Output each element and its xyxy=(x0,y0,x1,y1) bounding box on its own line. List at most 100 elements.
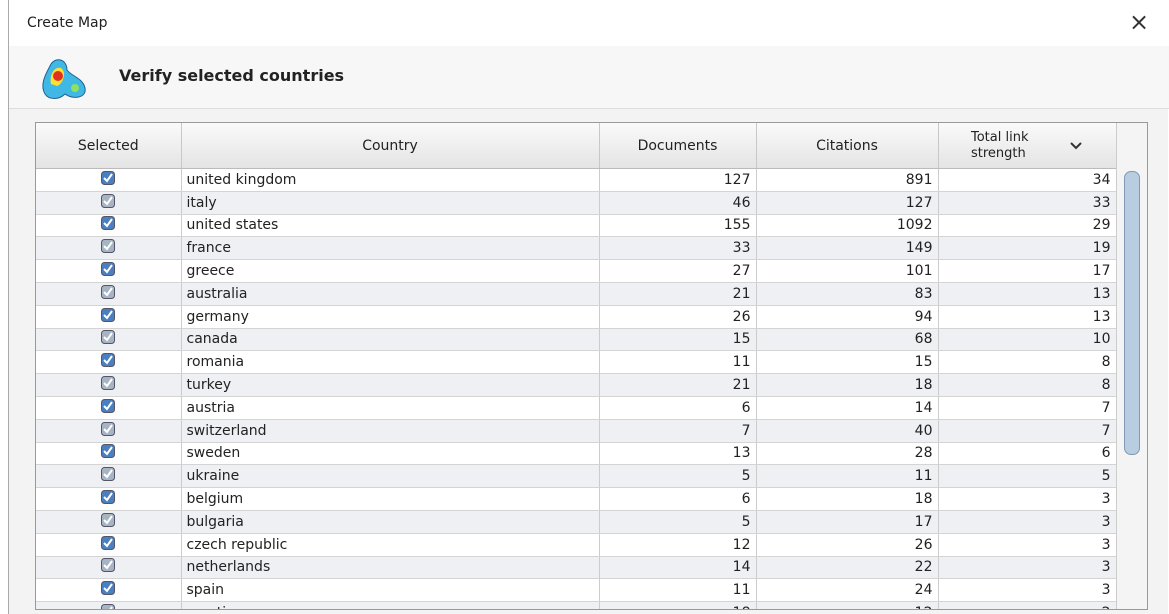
row: australia 21 83 13 xyxy=(36,282,1117,306)
checkbox[interactable] xyxy=(101,216,116,231)
country: bulgaria xyxy=(181,510,600,534)
close-button[interactable]: × xyxy=(1129,8,1150,36)
citations: 26 xyxy=(756,533,939,557)
total-link-strength: 3 xyxy=(938,556,1117,580)
checkbox[interactable] xyxy=(101,307,116,322)
country: czech republic xyxy=(181,533,600,557)
documents: 12 xyxy=(599,533,757,557)
checkbox[interactable] xyxy=(101,467,116,482)
icon xyxy=(42,59,86,99)
citations: 83 xyxy=(756,282,939,306)
window-title: Create Map xyxy=(27,15,108,31)
row: united kingdom 127 891 34 xyxy=(36,168,1117,192)
checkbox[interactable] xyxy=(101,421,116,436)
citations: 17 xyxy=(756,510,939,534)
total-link-strength: 19 xyxy=(938,236,1117,261)
total-link-strength: 3 xyxy=(938,533,1117,557)
documents: 33 xyxy=(599,236,757,261)
selected-cell xyxy=(36,236,182,261)
total-link-strength: 5 xyxy=(938,464,1117,489)
total-link-strength: 17 xyxy=(938,259,1117,283)
checkbox[interactable] xyxy=(101,604,116,610)
citations: 11 xyxy=(756,464,939,489)
country: canada xyxy=(181,328,600,352)
documents: 11 xyxy=(599,578,757,603)
citations: 127 xyxy=(756,191,939,215)
checkbox[interactable] xyxy=(101,490,116,505)
country: belgium xyxy=(181,487,600,511)
total-link-strength: 3 xyxy=(938,487,1117,511)
checkbox[interactable] xyxy=(101,398,116,413)
selected-cell xyxy=(36,305,182,329)
checkbox[interactable] xyxy=(101,239,116,254)
citations: 1092 xyxy=(756,214,939,238)
country: australia xyxy=(181,282,600,306)
country: switzerland xyxy=(181,419,600,443)
selected-cell xyxy=(36,191,182,215)
country: austria xyxy=(181,396,600,420)
column-header[interactable]: Total link strength xyxy=(938,123,1117,169)
checkbox[interactable] xyxy=(101,558,116,573)
checkbox[interactable] xyxy=(101,193,116,208)
documents: 13 xyxy=(599,442,757,466)
citations: 24 xyxy=(756,578,939,603)
total-link-strength: 10 xyxy=(938,328,1117,352)
row: turkey 21 18 8 xyxy=(36,373,1117,397)
row: switzerland 7 40 7 xyxy=(36,419,1117,443)
row: belgium 6 18 3 xyxy=(36,487,1117,511)
citations: 40 xyxy=(756,419,939,443)
selected-cell xyxy=(36,487,182,511)
total-link-strength: 8 xyxy=(938,350,1117,375)
total-link-strength: 8 xyxy=(938,373,1117,397)
documents: 7 xyxy=(599,419,757,443)
documents: 14 xyxy=(599,556,757,580)
checkbox[interactable] xyxy=(101,330,116,345)
column-header: Selected xyxy=(36,123,182,169)
selected-cell xyxy=(36,259,182,283)
documents: 127 xyxy=(599,168,757,192)
selected-cell xyxy=(36,556,182,580)
citations: 18 xyxy=(756,487,939,511)
checkbox[interactable] xyxy=(101,353,116,368)
citations: 28 xyxy=(756,442,939,466)
country: united kingdom xyxy=(181,168,600,192)
documents: 15 xyxy=(599,328,757,352)
checkbox[interactable] xyxy=(101,535,116,550)
total-link-strength: 13 xyxy=(938,305,1117,329)
row: united states 155 1092 29 xyxy=(36,214,1117,238)
selected-cell xyxy=(36,168,182,192)
checkbox[interactable] xyxy=(101,512,116,527)
country: spain xyxy=(181,578,600,603)
row: austria 6 14 7 xyxy=(36,396,1117,420)
total-link-strength: 7 xyxy=(938,419,1117,443)
row: france 33 149 19 xyxy=(36,236,1117,261)
country: croatia xyxy=(181,601,600,609)
column-header: Country xyxy=(181,123,600,169)
documents: 6 xyxy=(599,396,757,420)
documents: 21 xyxy=(599,282,757,306)
checkbox[interactable] xyxy=(101,376,116,391)
row: italy 46 127 33 xyxy=(36,191,1117,215)
table-box: Selected Country Documents Citations Total l… xyxy=(35,122,1148,610)
citations: 12 xyxy=(756,601,939,609)
selected-cell xyxy=(36,442,182,466)
row: canada 15 68 10 xyxy=(36,328,1117,352)
country: greece xyxy=(181,259,600,283)
row: germany 26 94 13 xyxy=(36,305,1117,329)
checkbox[interactable] xyxy=(101,581,116,596)
selected-cell xyxy=(36,282,182,306)
table: Selected Country Documents Citations Total l… xyxy=(36,123,1117,610)
checkbox[interactable] xyxy=(101,262,116,277)
checkbox[interactable] xyxy=(101,444,116,459)
header-title: Verify selected countries xyxy=(119,66,345,85)
title-bar: Create Map × xyxy=(9,0,1169,46)
country: sweden xyxy=(181,442,600,466)
total-link-strength: 2 xyxy=(938,601,1117,609)
selected-cell xyxy=(36,373,182,397)
scrollbar[interactable] xyxy=(1116,123,1147,609)
checkbox[interactable] xyxy=(101,170,116,185)
scroll-thumb[interactable] xyxy=(1124,171,1140,455)
dialog: Create Map × Verify selected countries S… xyxy=(8,0,1169,614)
documents: 27 xyxy=(599,259,757,283)
checkbox[interactable] xyxy=(101,284,116,299)
